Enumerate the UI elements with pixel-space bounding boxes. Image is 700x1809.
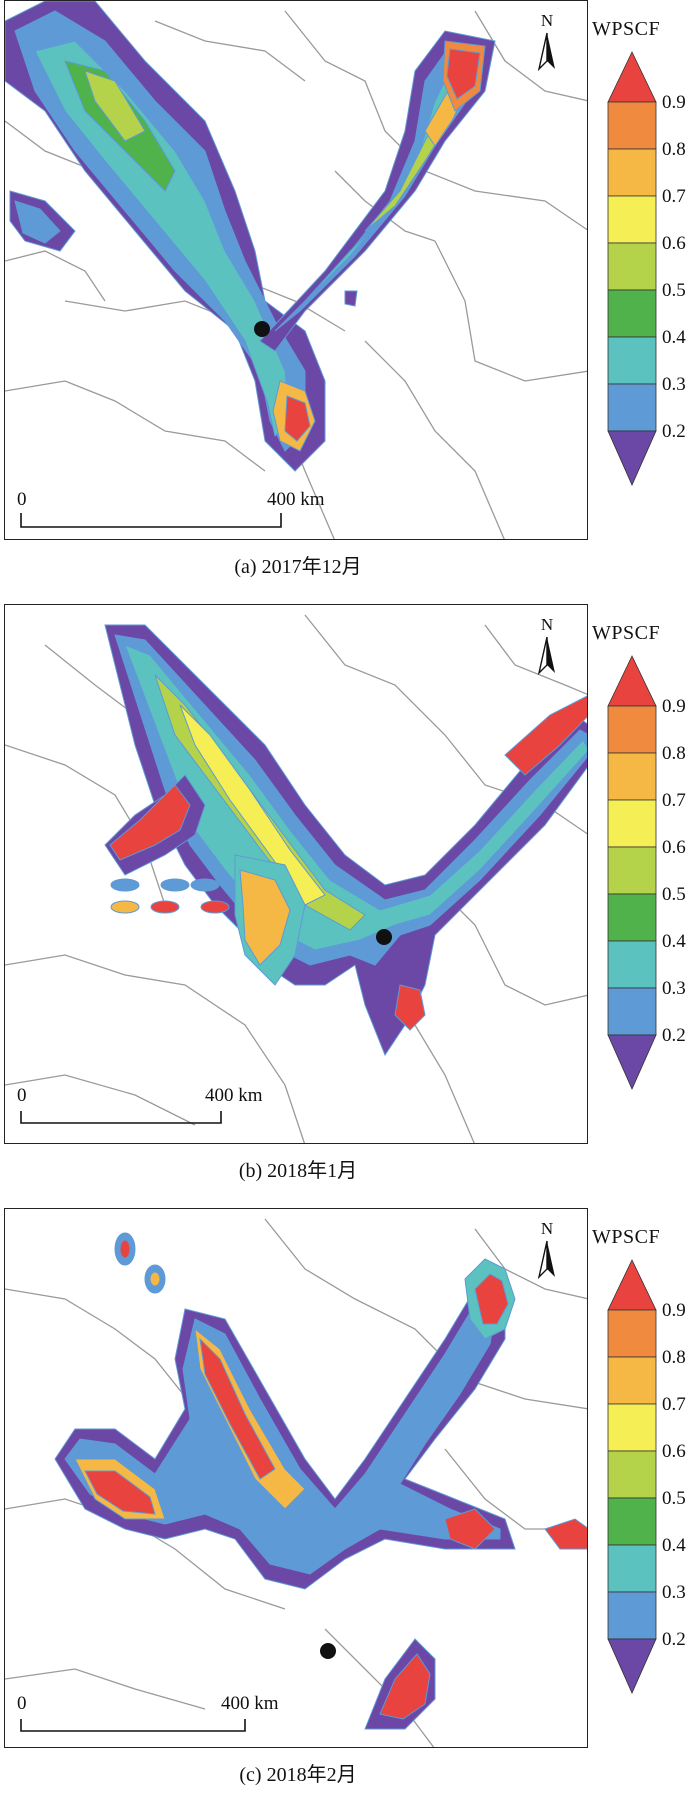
north-arrow: N	[535, 1219, 559, 1279]
legend-colorbar	[607, 1259, 657, 1694]
map-canvas-a	[5, 1, 587, 539]
legend-bands	[607, 51, 657, 486]
panel-c: N 0 400 km WPSCF 0.9 0.	[0, 1208, 700, 1808]
legend-title: WPSCF	[592, 622, 661, 644]
north-letter: N	[540, 615, 554, 634]
receptor-site-marker	[254, 321, 270, 337]
scale-start-label: 0	[17, 489, 27, 510]
receptor-site-marker	[320, 1643, 336, 1659]
wpscf-contours	[5, 1, 496, 472]
legend-tick-0.7: 0.7	[662, 790, 686, 811]
legend-tick-0.2: 0.2	[662, 1025, 686, 1046]
legend-tick-0.9: 0.9	[662, 92, 686, 113]
legend-colorbar	[607, 655, 657, 1090]
map-canvas-c	[5, 1218, 587, 1747]
legend-colorbar	[607, 51, 657, 486]
legend-tick-0.4: 0.4	[662, 1535, 686, 1556]
legend-tick-0.2: 0.2	[662, 1629, 686, 1650]
legend-title: WPSCF	[592, 1226, 661, 1248]
legend-tick-0.6: 0.6	[662, 837, 686, 858]
legend-tick-0.7: 0.7	[662, 186, 686, 207]
map-canvas-b	[5, 614, 587, 1143]
north-letter: N	[540, 11, 554, 30]
wpscf-contours	[54, 1232, 587, 1730]
map-panel-b: N 0 400 km	[4, 604, 588, 1144]
legend-tick-0.5: 0.5	[662, 884, 686, 905]
wpscf-contours	[104, 624, 587, 1057]
legend-tick-0.2: 0.2	[662, 421, 686, 442]
legend-bands	[607, 655, 657, 1090]
legend-tick-0.3: 0.3	[662, 978, 686, 999]
north-arrow-icon	[537, 636, 555, 675]
north-arrow: N	[535, 11, 559, 71]
north-arrow-icon	[537, 32, 555, 71]
legend-title: WPSCF	[592, 18, 661, 40]
scale-start-label: 0	[17, 1085, 27, 1106]
legend-panel-c: WPSCF 0.9 0.8 0.7 0.6 0.5 0.4 0.3 0.2	[592, 1208, 700, 1748]
legend-panel-b: WPSCF 0.9 0.8 0.7 0.6 0.5 0.4 0.3 0.2	[592, 604, 700, 1144]
legend-bands	[607, 1259, 657, 1694]
legend-tick-0.3: 0.3	[662, 1582, 686, 1603]
legend-tick-0.8: 0.8	[662, 1347, 686, 1368]
legend-tick-0.4: 0.4	[662, 931, 686, 952]
legend-tick-0.5: 0.5	[662, 1488, 686, 1509]
map-panel-a: N 0 400 km	[4, 0, 588, 540]
scale-end-label: 400 km	[221, 1693, 279, 1714]
panel-a: N 0 400 km WPSCF 0.9 0.	[0, 0, 700, 600]
legend-tick-0.8: 0.8	[662, 139, 686, 160]
legend-panel-a: WPSCF 0.9 0.8 0.7 0.6 0.5 0.4 0.3 0.2	[592, 0, 700, 540]
scale-end-label: 400 km	[205, 1085, 263, 1106]
caption-panel-a: (a) 2017年12月	[234, 556, 362, 578]
north-arrow-icon	[537, 1240, 555, 1279]
receptor-site-marker	[376, 929, 392, 945]
caption-panel-c: (c) 2018年2月	[239, 1764, 357, 1786]
scale-end-label: 400 km	[267, 489, 325, 510]
north-arrow: N	[535, 615, 559, 675]
caption-panel-b: (b) 2018年1月	[238, 1160, 358, 1182]
legend-tick-0.4: 0.4	[662, 327, 686, 348]
legend-tick-0.7: 0.7	[662, 1394, 686, 1415]
panel-b: N 0 400 km WPSCF 0.9 0.	[0, 604, 700, 1204]
legend-tick-0.9: 0.9	[662, 696, 686, 717]
north-letter: N	[540, 1219, 554, 1238]
legend-tick-0.3: 0.3	[662, 374, 686, 395]
scale-start-label: 0	[17, 1693, 27, 1714]
legend-tick-0.5: 0.5	[662, 280, 686, 301]
legend-tick-0.6: 0.6	[662, 233, 686, 254]
legend-tick-0.8: 0.8	[662, 743, 686, 764]
legend-tick-0.6: 0.6	[662, 1441, 686, 1462]
map-panel-c: N 0 400 km	[4, 1208, 588, 1748]
legend-tick-0.9: 0.9	[662, 1300, 686, 1321]
